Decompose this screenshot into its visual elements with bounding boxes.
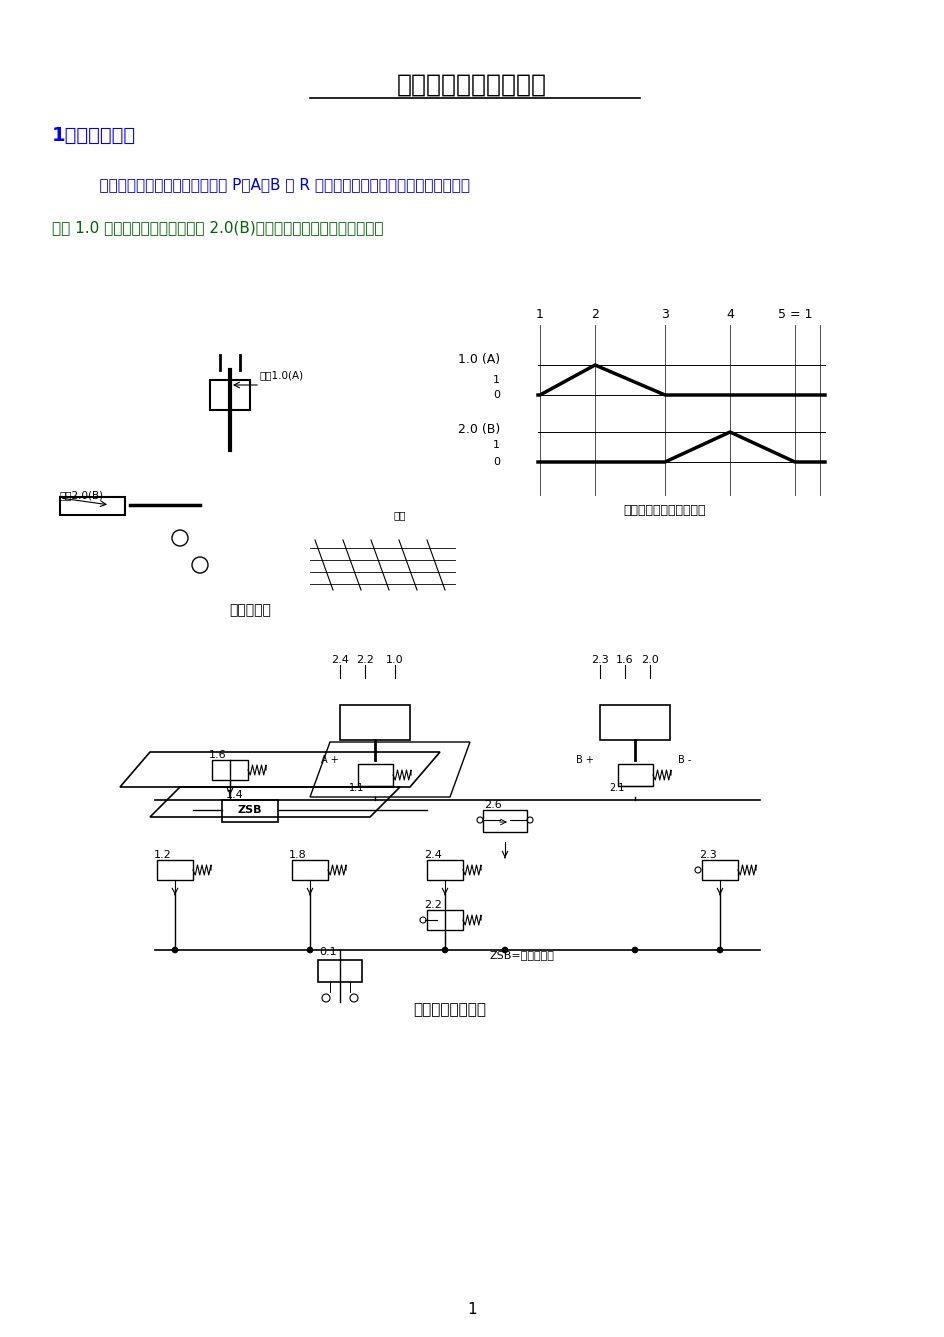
Text: B -: B - <box>678 755 691 765</box>
Text: 1.0: 1.0 <box>386 655 403 664</box>
Text: 4: 4 <box>725 309 733 321</box>
Bar <box>222 800 278 822</box>
Bar <box>599 705 669 739</box>
Text: 3: 3 <box>661 309 668 321</box>
Text: 1.2: 1.2 <box>154 850 172 860</box>
Text: 0: 0 <box>493 457 499 467</box>
Text: 0.1: 0.1 <box>319 947 336 957</box>
Text: 冲压印字机位移一步骤图: 冲压印字机位移一步骤图 <box>623 504 705 516</box>
Text: 2.1: 2.1 <box>609 783 624 793</box>
Text: 1: 1 <box>493 374 499 385</box>
Text: 1.0 (A): 1.0 (A) <box>458 353 499 366</box>
Bar <box>482 810 527 832</box>
Text: 2.3: 2.3 <box>699 850 716 860</box>
Bar <box>59 497 125 515</box>
Text: 冲压印字机: 冲压印字机 <box>228 603 271 616</box>
Text: 1: 1 <box>466 1302 477 1317</box>
Text: 冲印夹定器回路图: 冲印夹定器回路图 <box>413 1003 486 1017</box>
Circle shape <box>632 947 637 953</box>
Bar <box>318 960 362 981</box>
Circle shape <box>172 947 177 953</box>
Text: B +: B + <box>576 755 594 765</box>
Bar <box>358 763 393 786</box>
Text: 2.2: 2.2 <box>424 900 442 910</box>
Text: ZSB=双手安全块: ZSB=双手安全块 <box>490 951 554 960</box>
Text: 2.2: 2.2 <box>356 655 374 664</box>
Circle shape <box>442 947 447 953</box>
Bar <box>427 910 463 931</box>
Text: 气缸 1.0 冲印阀体上的字母，气缸 2.0(B)推送阀体自握器落入一筐篮内。: 气缸 1.0 冲印阀体上的字母，气缸 2.0(B)推送阀体自握器落入一筐篮内。 <box>52 221 383 235</box>
Text: 阀篮: 阀篮 <box>394 509 406 520</box>
Circle shape <box>716 947 722 953</box>
Text: A +: A + <box>321 755 339 765</box>
Circle shape <box>501 947 508 953</box>
Text: 1.8: 1.8 <box>289 850 307 860</box>
Text: 1.4: 1.4 <box>226 790 244 800</box>
Text: 1.1: 1.1 <box>349 783 364 793</box>
Text: 如图所示，阀体成品上需要冲印 P、A、B 及 R 等字母标志，将阀体放置在一握器内。: 如图所示，阀体成品上需要冲印 P、A、B 及 R 等字母标志，将阀体放置在一握器… <box>80 178 469 193</box>
Bar <box>427 860 463 880</box>
Text: 1.6: 1.6 <box>615 655 633 664</box>
Text: ZSB: ZSB <box>238 805 262 816</box>
Text: 1、冲压印字机: 1、冲压印字机 <box>52 126 136 144</box>
Bar <box>211 759 247 779</box>
Text: 5 = 1: 5 = 1 <box>777 309 812 321</box>
Text: 0: 0 <box>493 390 499 400</box>
Text: 气缸1.0(A): 气缸1.0(A) <box>260 370 304 380</box>
Text: 2.6: 2.6 <box>483 800 501 810</box>
Bar <box>210 380 250 410</box>
Bar <box>292 860 328 880</box>
Text: 2.0 (B): 2.0 (B) <box>457 424 499 436</box>
Bar <box>617 763 652 786</box>
Text: 2.0: 2.0 <box>640 655 658 664</box>
Text: 气缸2.0(B): 气缸2.0(B) <box>59 489 104 500</box>
Text: 2.4: 2.4 <box>330 655 348 664</box>
Bar <box>701 860 737 880</box>
Text: 1: 1 <box>493 440 499 451</box>
Text: 2.3: 2.3 <box>591 655 608 664</box>
Text: 2.4: 2.4 <box>424 850 442 860</box>
Bar <box>340 705 410 739</box>
Text: 1.6: 1.6 <box>209 750 227 759</box>
Bar <box>157 860 193 880</box>
Text: 1: 1 <box>535 309 544 321</box>
Text: 气动回路应用实例讲解: 气动回路应用实例讲解 <box>396 74 547 98</box>
Text: 2: 2 <box>590 309 598 321</box>
Circle shape <box>307 947 312 953</box>
